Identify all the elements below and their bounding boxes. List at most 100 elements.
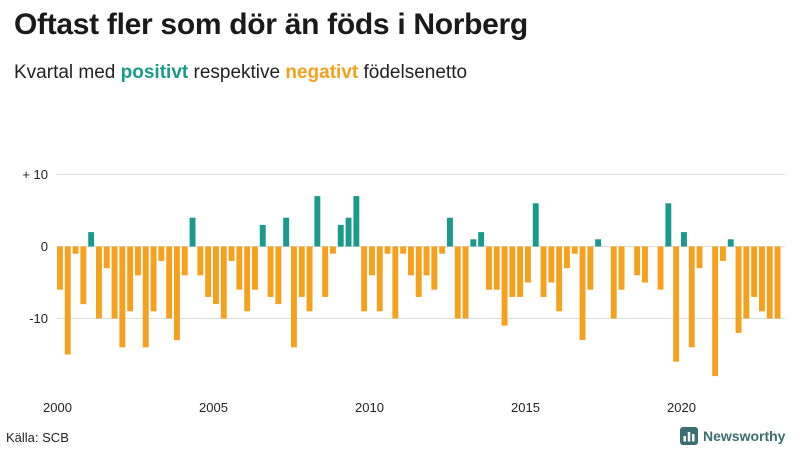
bar-q75 xyxy=(634,246,641,276)
bar-q20 xyxy=(205,246,212,297)
brand-logo: Newsworthy xyxy=(680,427,785,445)
bar-q52 xyxy=(454,246,461,319)
bar-q55 xyxy=(478,232,485,247)
bar-q23 xyxy=(228,246,235,261)
bar-q15 xyxy=(166,246,173,319)
y-tick-label: 0 xyxy=(41,239,48,254)
bar-q79 xyxy=(665,203,672,247)
bar-q34 xyxy=(314,196,321,247)
bar-q5 xyxy=(88,232,95,247)
x-tick-label: 2005 xyxy=(199,400,228,415)
bar-q13 xyxy=(150,246,157,312)
bar-q36 xyxy=(330,246,336,254)
bar-q40 xyxy=(361,246,368,312)
bar-q57 xyxy=(493,246,500,290)
bar-q8 xyxy=(111,246,118,319)
bar-q25 xyxy=(244,246,251,312)
x-tick-label: 2000 xyxy=(43,400,72,415)
bar-q80 xyxy=(673,246,680,362)
chart-subtitle: Kvartal med positivt respektive negativt… xyxy=(14,62,467,84)
bar-q69 xyxy=(587,246,594,290)
bar-q61 xyxy=(525,246,531,283)
bar-q33 xyxy=(306,246,313,312)
brand-name: Newsworthy xyxy=(703,428,786,444)
x-axis: 2000 2005 2010 2015 2020 xyxy=(43,400,696,415)
bar-q4 xyxy=(80,246,87,305)
bar-q22 xyxy=(220,246,227,319)
bar-q49 xyxy=(431,246,438,290)
bar-q24 xyxy=(236,246,243,290)
bar-q88 xyxy=(735,246,742,333)
bar-q48 xyxy=(423,246,430,276)
y-axis: + 10 0 -10 xyxy=(22,167,48,326)
bar-q90 xyxy=(751,246,758,297)
bar-q11 xyxy=(135,246,141,276)
bar-q21 xyxy=(213,246,219,305)
bar-q47 xyxy=(415,246,422,297)
bar-q78 xyxy=(657,246,664,290)
bar-q2 xyxy=(64,246,71,355)
bar-q91 xyxy=(759,246,765,312)
bar-q68 xyxy=(579,246,586,341)
subtitle-suffix: födelsenetto xyxy=(358,62,468,83)
bar-q65 xyxy=(556,246,563,312)
bar-q45 xyxy=(400,246,407,254)
bar-q85 xyxy=(712,246,719,377)
bar-q38 xyxy=(345,217,352,247)
bar-q9 xyxy=(119,246,126,348)
bar-q72 xyxy=(610,246,617,319)
bar-q66 xyxy=(564,246,570,269)
chart-title: Oftast fler som dör än föds i Norberg xyxy=(14,8,528,41)
newsworthy-icon xyxy=(680,427,698,445)
bar-q10 xyxy=(127,246,134,312)
bar-q7 xyxy=(103,246,110,269)
bar-q82 xyxy=(688,246,695,348)
bar-q89 xyxy=(743,246,750,319)
bar-q26 xyxy=(252,246,258,290)
bar-q37 xyxy=(337,224,344,247)
bar-q51 xyxy=(447,217,453,247)
bar-q76 xyxy=(642,246,648,283)
bar-q32 xyxy=(298,246,305,297)
subtitle-prefix: Kvartal med xyxy=(14,62,121,83)
bar-q16 xyxy=(174,246,180,341)
x-tick-label: 2010 xyxy=(355,400,384,415)
bar-q44 xyxy=(392,246,399,319)
bar-q93 xyxy=(774,246,781,319)
bar-q28 xyxy=(267,246,274,297)
y-tick-label: + 10 xyxy=(22,167,48,182)
y-tick-label: -10 xyxy=(29,311,48,326)
bar-q56 xyxy=(486,246,492,290)
source-note: Källa: SCB xyxy=(6,430,69,445)
bar-q27 xyxy=(259,224,266,247)
bar-q83 xyxy=(696,246,703,269)
bar-q46 xyxy=(408,246,414,276)
bar-q54 xyxy=(470,239,477,247)
bar-q86 xyxy=(720,246,726,261)
bar-q67 xyxy=(571,246,578,254)
bar-q59 xyxy=(509,246,516,297)
bar-q43 xyxy=(384,246,391,254)
bar-q29 xyxy=(275,246,282,305)
bar-q41 xyxy=(369,246,375,276)
bar-q3 xyxy=(72,246,79,254)
bar-q19 xyxy=(197,246,204,276)
bar-q42 xyxy=(376,246,383,312)
bar-q1 xyxy=(57,246,63,290)
bar-q53 xyxy=(462,246,469,319)
bar-q64 xyxy=(548,246,555,283)
bar-q87 xyxy=(727,239,734,247)
subtitle-positive: positivt xyxy=(120,62,189,83)
bar-q17 xyxy=(181,246,188,276)
bar-q18 xyxy=(189,217,196,247)
bar-q63 xyxy=(540,246,547,297)
bar-q30 xyxy=(283,217,290,247)
subtitle-middle: respektive xyxy=(188,62,286,83)
bar-q60 xyxy=(517,246,524,297)
bar-q31 xyxy=(291,246,297,348)
bar-q70 xyxy=(595,239,602,247)
bar-q81 xyxy=(681,232,687,247)
bar-series xyxy=(57,196,781,377)
bar-q35 xyxy=(322,246,329,297)
bar-q73 xyxy=(618,246,625,290)
